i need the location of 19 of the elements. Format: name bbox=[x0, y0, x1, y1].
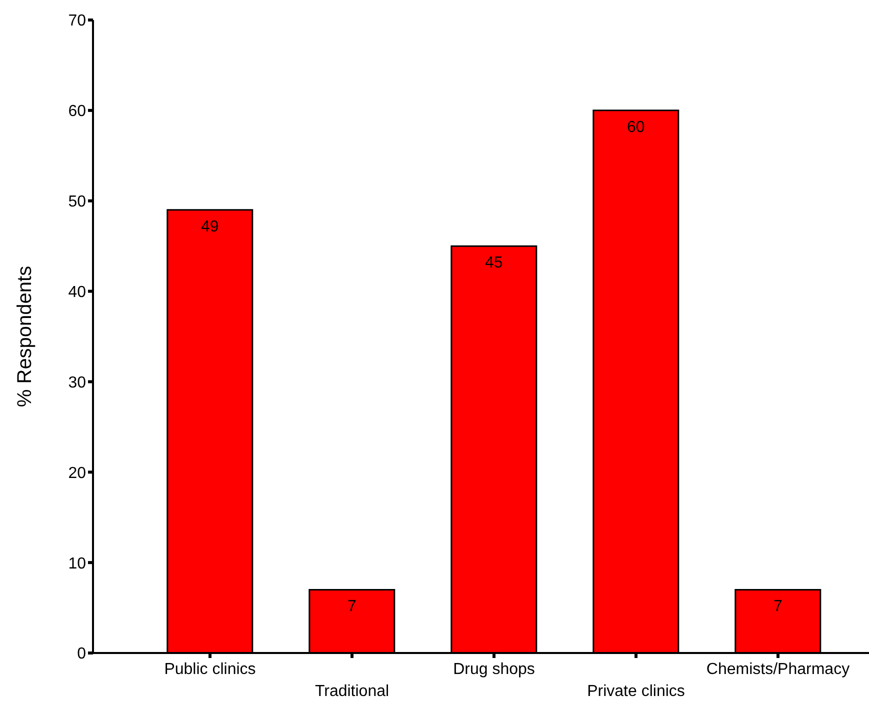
y-tick-label: 60 bbox=[68, 103, 86, 120]
y-tick-label: 0 bbox=[77, 646, 86, 663]
y-tick-label: 30 bbox=[68, 374, 86, 392]
data-label: 49 bbox=[201, 218, 219, 236]
x-tick-label: Public clinics bbox=[164, 661, 256, 678]
y-axis-title: % Respondents bbox=[14, 266, 36, 408]
data-label: 7 bbox=[347, 598, 356, 616]
y-tick-label: 50 bbox=[68, 194, 86, 211]
y-tick-label: 70 bbox=[68, 12, 86, 30]
x-tick-label: Traditional bbox=[314, 683, 390, 700]
x-tick-label: Private clinics bbox=[587, 683, 685, 700]
data-label: 7 bbox=[773, 598, 782, 616]
data-label: 45 bbox=[485, 254, 503, 272]
data-label: 60 bbox=[627, 118, 645, 136]
y-tick-label: 20 bbox=[68, 464, 86, 482]
x-tick-label: Drug shops bbox=[453, 661, 535, 678]
y-tick-label: 40 bbox=[68, 284, 86, 301]
x-tick-label: Chemists/Pharmacy bbox=[706, 661, 850, 678]
y-tick-label: 10 bbox=[68, 555, 86, 572]
